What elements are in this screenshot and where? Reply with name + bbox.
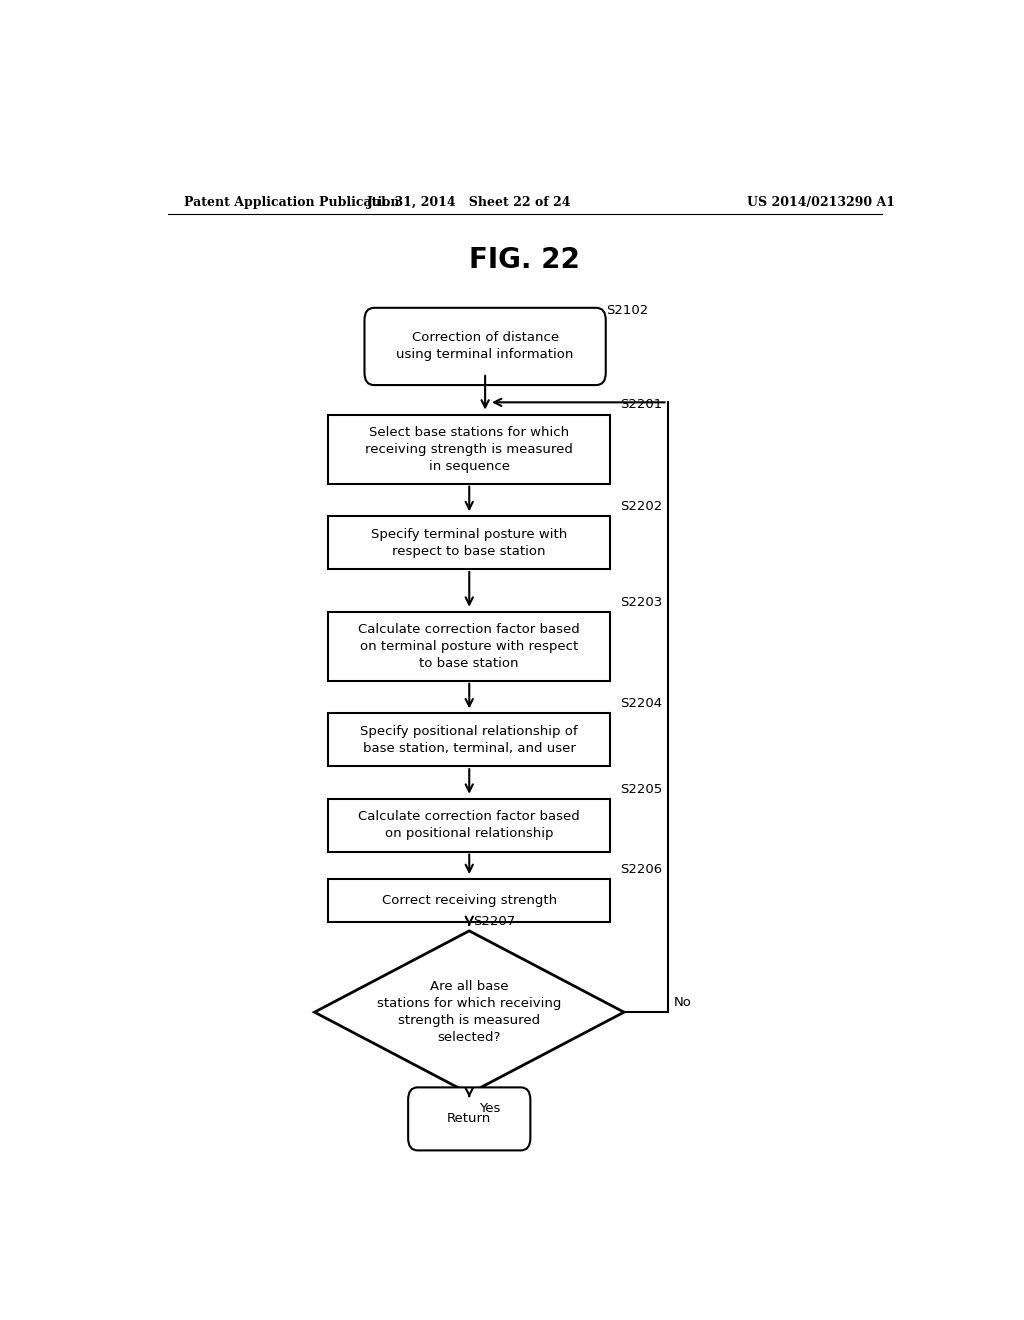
Text: Correction of distance
using terminal information: Correction of distance using terminal in… bbox=[396, 331, 573, 362]
Text: S2206: S2206 bbox=[620, 863, 662, 876]
Text: Select base stations for which
receiving strength is measured
in sequence: Select base stations for which receiving… bbox=[366, 425, 573, 473]
Polygon shape bbox=[314, 931, 624, 1093]
Text: S2207: S2207 bbox=[473, 915, 515, 928]
Bar bbox=[329, 516, 610, 569]
Text: Are all base
stations for which receiving
strength is measured
selected?: Are all base stations for which receivin… bbox=[377, 981, 561, 1044]
Bar bbox=[329, 713, 610, 766]
Text: Jul. 31, 2014   Sheet 22 of 24: Jul. 31, 2014 Sheet 22 of 24 bbox=[367, 195, 571, 209]
FancyBboxPatch shape bbox=[409, 1088, 530, 1151]
Text: Yes: Yes bbox=[479, 1102, 500, 1114]
Text: No: No bbox=[674, 995, 692, 1008]
Text: Return: Return bbox=[447, 1113, 492, 1126]
Bar bbox=[329, 879, 610, 921]
Text: S2204: S2204 bbox=[620, 697, 662, 710]
Text: Specify terminal posture with
respect to base station: Specify terminal posture with respect to… bbox=[371, 528, 567, 557]
Text: Patent Application Publication: Patent Application Publication bbox=[183, 195, 399, 209]
Bar bbox=[329, 414, 610, 483]
Text: Correct receiving strength: Correct receiving strength bbox=[382, 894, 557, 907]
Text: Calculate correction factor based
on positional relationship: Calculate correction factor based on pos… bbox=[358, 810, 581, 840]
Text: S2202: S2202 bbox=[620, 500, 662, 513]
Bar bbox=[329, 799, 610, 851]
Text: FIG. 22: FIG. 22 bbox=[469, 246, 581, 275]
FancyBboxPatch shape bbox=[365, 308, 606, 385]
Text: S2102: S2102 bbox=[606, 304, 648, 317]
Text: S2205: S2205 bbox=[620, 783, 662, 796]
Text: US 2014/0213290 A1: US 2014/0213290 A1 bbox=[748, 195, 895, 209]
Text: Calculate correction factor based
on terminal posture with respect
to base stati: Calculate correction factor based on ter… bbox=[358, 623, 581, 669]
Text: S2201: S2201 bbox=[620, 399, 662, 412]
Text: S2203: S2203 bbox=[620, 595, 662, 609]
Bar bbox=[329, 611, 610, 681]
Text: Specify positional relationship of
base station, terminal, and user: Specify positional relationship of base … bbox=[360, 725, 579, 755]
